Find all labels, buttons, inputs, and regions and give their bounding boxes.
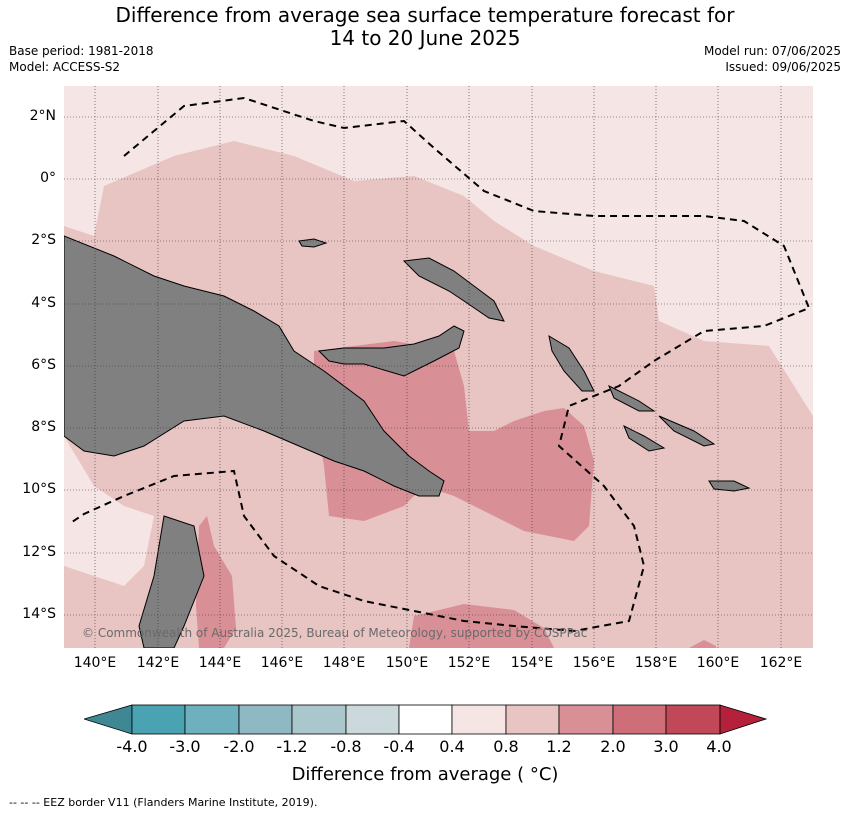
title-line-1: Difference from average sea surface temp…	[115, 3, 735, 27]
copyright-notice: © Commonwealth of Australia 2025, Bureau…	[82, 626, 588, 640]
map-title: Difference from average sea surface temp…	[0, 4, 850, 50]
model-name: Model: ACCESS-S2	[9, 60, 121, 74]
meta-left: Base period: 1981-2018 Model: ACCESS-S2	[9, 43, 154, 75]
colorbar-tick: 2.0	[600, 737, 626, 756]
lon-label: 140°E	[73, 655, 117, 671]
colorbar-tick: 3.0	[653, 737, 679, 756]
colorbar-bin	[665, 704, 721, 735]
colorbar-tick: -4.0	[116, 737, 148, 756]
colorbar-tick: 0.8	[493, 737, 519, 756]
colorbar-tick: 0.4	[439, 737, 465, 756]
colorbar-tick: -2.0	[223, 737, 255, 756]
title-line-2: 14 to 20 June 2025	[329, 26, 521, 50]
landmass-solomon-1	[608, 384, 656, 412]
colorbar-high-extension	[719, 704, 768, 735]
landmass-vanuatu	[708, 480, 751, 492]
landmass-solomon-2	[658, 415, 716, 447]
eez-legend-note: -- -- -- EEZ border V11 (Flanders Marine…	[9, 796, 318, 809]
lat-label: 6°S	[31, 357, 56, 373]
anomaly-1.2-2.0-region	[314, 341, 594, 541]
model-run: Model run: 07/06/2025	[703, 44, 841, 58]
lon-label: 162°E	[759, 655, 803, 671]
colorbar-bin	[398, 704, 453, 735]
lon-label: 154°E	[510, 655, 554, 671]
base-period: Base period: 1981-2018	[9, 44, 154, 58]
colorbar-bin	[612, 704, 667, 735]
anomaly-1.2-2.0-region	[689, 640, 716, 648]
lon-label: 152°E	[447, 655, 491, 671]
landmass-new-ireland	[402, 257, 505, 322]
issued-date: Issued: 09/06/2025	[725, 60, 841, 74]
lon-label: 150°E	[385, 655, 429, 671]
landmass-bougainville	[548, 334, 595, 392]
colorbar-bin	[238, 704, 293, 735]
colorbar-tick: -3.0	[169, 737, 201, 756]
lon-label: 156°E	[572, 655, 616, 671]
lon-label: 148°E	[322, 655, 366, 671]
landmass-solomon-3	[623, 424, 666, 452]
colorbar-tick: -0.8	[330, 737, 362, 756]
lat-label: 4°S	[31, 295, 56, 311]
colorbar-tick: 1.2	[546, 737, 572, 756]
lat-label: 10°S	[22, 481, 56, 497]
colorbar-bin	[505, 704, 560, 735]
colorbar-bin	[291, 704, 347, 735]
colorbar-tick: 4.0	[706, 737, 732, 756]
lat-label: 14°S	[22, 606, 56, 622]
colorbar-bin	[184, 704, 240, 735]
colorbar-title: Difference from average ( °C)	[291, 764, 559, 785]
colorbar	[84, 704, 768, 735]
map-gridlines	[64, 86, 813, 648]
landmass-new-britain	[317, 325, 465, 377]
colorbar-tick: -0.4	[383, 737, 415, 756]
colorbar-bin	[345, 704, 400, 735]
lat-label: 0°	[40, 170, 56, 186]
lon-label: 144°E	[198, 655, 242, 671]
lat-label: 2°S	[31, 232, 56, 248]
colorbar-tick: -1.2	[276, 737, 308, 756]
lat-label: 8°S	[31, 419, 56, 435]
lat-label: 12°S	[22, 544, 56, 560]
lon-label: 158°E	[634, 655, 678, 671]
colorbar-bin	[131, 704, 186, 735]
colorbar-bin	[558, 704, 614, 735]
meta-right: Model run: 07/06/2025 Issued: 09/06/2025	[704, 43, 841, 75]
lon-label: 160°E	[696, 655, 740, 671]
lon-label: 142°E	[136, 655, 180, 671]
colorbar-bin	[451, 704, 507, 735]
lon-label: 146°E	[260, 655, 304, 671]
sst-anomaly-map	[64, 86, 813, 648]
lat-label: 2°N	[29, 108, 56, 124]
colorbar-low-extension	[84, 704, 133, 735]
